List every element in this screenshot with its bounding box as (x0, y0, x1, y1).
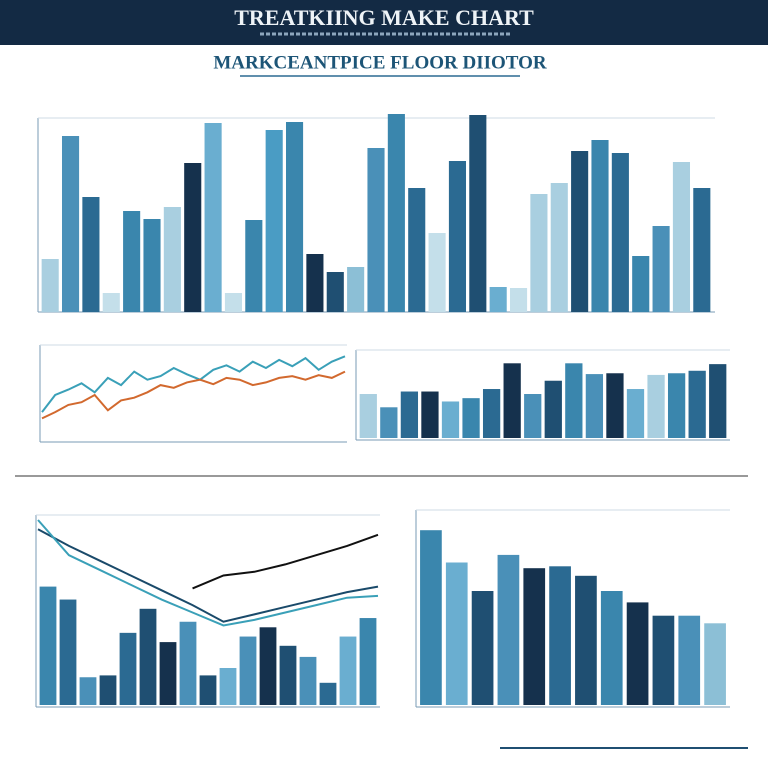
bar (441, 401, 460, 438)
bar (428, 233, 446, 312)
bar (179, 621, 197, 705)
bar (445, 562, 468, 705)
bar (359, 618, 377, 705)
bar (611, 153, 629, 312)
bar (219, 668, 237, 705)
bar (239, 636, 257, 705)
bar (61, 136, 80, 312)
bar (123, 211, 141, 312)
bar (347, 267, 365, 312)
bar (245, 220, 263, 312)
bar (469, 115, 487, 312)
header-bar (0, 0, 768, 45)
bar (339, 636, 357, 705)
bar (509, 288, 528, 312)
bar (549, 566, 571, 705)
bar (647, 374, 665, 438)
bar (359, 394, 377, 438)
bar (462, 398, 480, 438)
bar (565, 363, 583, 438)
bar (367, 148, 385, 312)
bar (319, 682, 337, 705)
line-series (192, 533, 379, 590)
bar (199, 675, 217, 705)
line-series (41, 355, 346, 413)
bar (544, 380, 562, 438)
bar (626, 602, 649, 705)
line-series (37, 519, 379, 627)
bar (204, 123, 222, 312)
bar (184, 163, 202, 312)
bar (420, 530, 442, 705)
bar (408, 188, 426, 312)
bar (693, 188, 711, 312)
bar (704, 623, 726, 705)
bar (259, 627, 277, 705)
bar (471, 591, 494, 705)
bar (99, 675, 117, 705)
bar (265, 130, 283, 312)
bar (667, 373, 686, 438)
bar (672, 162, 691, 312)
bar (606, 373, 624, 438)
bar (159, 642, 177, 705)
bar (279, 645, 297, 705)
bar (632, 256, 650, 312)
bar (626, 389, 645, 438)
bar (489, 287, 507, 312)
bar (299, 656, 317, 705)
bar (102, 293, 120, 312)
bar (79, 677, 97, 705)
bar (688, 370, 706, 438)
bar (119, 632, 137, 705)
bar (652, 226, 670, 312)
bar (41, 259, 59, 312)
bar (387, 114, 405, 312)
bar (530, 194, 548, 312)
bar (585, 374, 604, 438)
page-title: TREATKIING MAKE CHART (234, 5, 534, 30)
bar (652, 615, 675, 705)
bar (448, 161, 467, 312)
bar (143, 219, 161, 312)
bar (678, 615, 701, 705)
bar (550, 183, 568, 312)
bar (421, 391, 439, 438)
bar (503, 363, 521, 438)
bar (59, 599, 77, 705)
bar (524, 394, 542, 438)
bar (139, 608, 157, 705)
bar (575, 575, 597, 705)
bar (482, 389, 501, 438)
bar (523, 568, 546, 705)
bar (600, 591, 623, 705)
bar (163, 207, 181, 312)
line-series (41, 370, 346, 420)
bar (224, 293, 243, 312)
bar (82, 197, 100, 312)
bar (709, 364, 727, 438)
bar (39, 586, 57, 705)
bar (380, 407, 398, 438)
bar (497, 554, 520, 705)
bar (306, 254, 324, 312)
bar (285, 122, 304, 312)
subtitle: MARKCEANTPICE FLOOR DIIOTOR (213, 52, 547, 73)
line-series (37, 528, 379, 623)
bar (591, 140, 609, 312)
bar (400, 391, 419, 438)
bar (571, 151, 589, 312)
bar (326, 272, 344, 312)
